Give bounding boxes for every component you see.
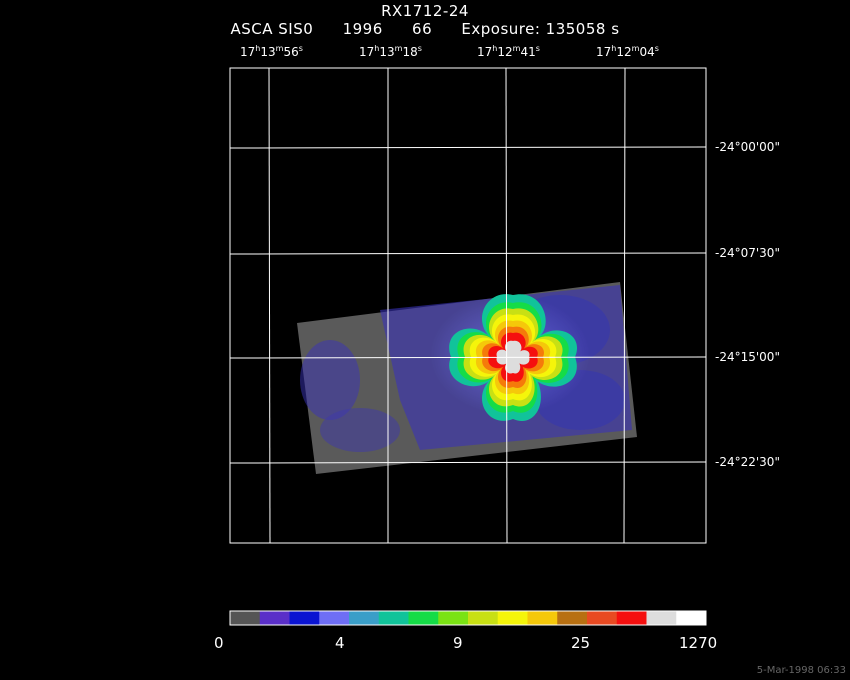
timestamp: 5-Mar-1998 06:33 — [756, 665, 846, 676]
colorbar-swatch — [378, 611, 409, 625]
ra-tick-label: 17h13m56s — [240, 44, 303, 59]
dec-tick-label: -24°15'00" — [715, 350, 780, 364]
colorbar-label: 4 — [335, 634, 345, 652]
colorbar-swatch — [438, 611, 469, 625]
colorbar-swatch — [289, 611, 320, 625]
ra-tick-label: 17h12m41s — [477, 44, 540, 59]
colorbar-swatch — [230, 611, 261, 625]
coordinate-grid — [229, 67, 707, 544]
colorbar-swatch — [497, 611, 528, 625]
instrument-label: ASCA SIS0 — [230, 20, 314, 38]
exposure-label: Exposure: 135058 s — [461, 20, 620, 38]
colorbar-swatch — [646, 611, 677, 625]
colorbar-label: 9 — [453, 634, 463, 652]
colorbar-swatch — [587, 611, 618, 625]
plot-frame — [229, 67, 707, 544]
colorbar-swatch — [468, 611, 499, 625]
dec-tick-label: -24°00'00" — [715, 140, 780, 154]
ra-tick-label: 17h12m04s — [596, 44, 659, 59]
dec-tick-label: -24°22'30" — [715, 455, 780, 469]
colorbar-frame — [229, 610, 707, 626]
colorbar-swatch — [408, 611, 439, 625]
colorbar-label: 1270 — [679, 634, 718, 652]
colorbar-swatch — [259, 611, 290, 625]
colorbar-label: 0 — [214, 634, 224, 652]
sequence-label: 66 — [412, 20, 433, 38]
colorbar-swatch — [527, 611, 558, 625]
image-title: RX1712-24 — [381, 2, 469, 20]
colorbar-swatch — [616, 611, 647, 625]
year-label: 1996 — [342, 20, 383, 38]
ra-tick-label: 17h13m18s — [359, 44, 422, 59]
observation-info: ASCA SIS0 1996 66 Exposure: 135058 s — [0, 20, 850, 38]
dec-tick-label: -24°07'30" — [715, 246, 780, 260]
colorbar-swatch — [349, 611, 380, 625]
colorbar-swatch — [557, 611, 588, 625]
colorbar — [230, 611, 707, 625]
colorbar-swatch — [676, 611, 707, 625]
colorbar-label: 25 — [571, 634, 591, 652]
colorbar-swatch — [319, 611, 350, 625]
